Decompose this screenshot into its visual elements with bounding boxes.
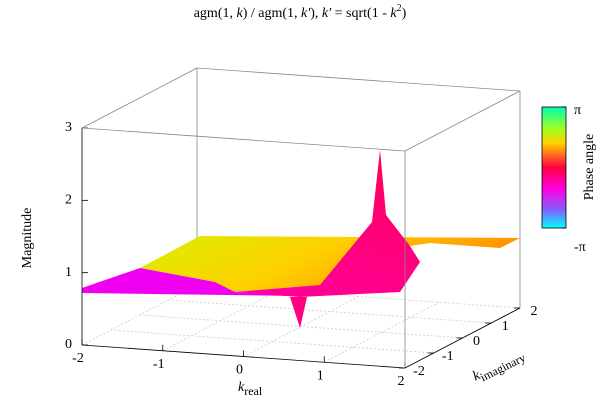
- z-tick-label: 1: [65, 265, 72, 280]
- grid-line: [324, 301, 440, 363]
- z-tick-label: 2: [65, 193, 72, 208]
- y-tick-label: 0: [473, 334, 480, 349]
- y-tick-label: -2: [413, 364, 425, 379]
- label-run: real: [244, 384, 263, 398]
- box-edge: [404, 90, 521, 152]
- label-run: k: [238, 380, 245, 395]
- box-edge: [196, 67, 521, 92]
- z-axis-label: Magnitude: [20, 208, 35, 269]
- box-edge: [81, 67, 198, 129]
- title-run: ),: [310, 6, 322, 21]
- title-run: = sqrt(1 -: [331, 6, 390, 21]
- surface: [82, 150, 520, 328]
- box-edge: [81, 344, 406, 369]
- box-edge: [404, 307, 521, 369]
- x-tick-label: 0: [236, 363, 243, 378]
- title-run: 2: [397, 3, 402, 14]
- surface-spike: [290, 297, 307, 328]
- title-run: ): [402, 6, 407, 21]
- chart-title: agm(1, k) / agm(1, k'), k' = sqrt(1 - k2…: [194, 3, 407, 21]
- z-tick-label: 0: [65, 337, 72, 352]
- x-tick-label: -2: [72, 351, 84, 366]
- z-tick-label: 3: [65, 120, 72, 135]
- colorbar-tick-label: π: [574, 103, 581, 118]
- colorbar-label: Phase angle: [582, 134, 597, 200]
- box-edge: [81, 127, 406, 152]
- x-axis-label: kreal: [238, 380, 263, 398]
- front-layer: -2 -1 0 1 2 -2 -1 0 1 2 0 1 2 3: [65, 90, 538, 389]
- title-run: k': [301, 6, 311, 21]
- grid-line: [139, 314, 463, 339]
- title-run: ) / agm(1,: [243, 6, 301, 21]
- x-tick-label: 2: [398, 374, 405, 389]
- y-tick-label: 2: [531, 304, 538, 319]
- surface-patch: [140, 236, 520, 292]
- colorbar-tick-label: -π: [574, 240, 586, 255]
- grid-line: [110, 329, 434, 354]
- surface-patch: [82, 268, 300, 296]
- label-run: imaginary: [478, 350, 528, 384]
- colorbar: [541, 106, 567, 229]
- y-axis-label: kimaginary: [471, 347, 528, 387]
- title-run: k: [236, 6, 243, 21]
- grid-line: [168, 299, 492, 324]
- title-run: k': [322, 6, 332, 21]
- surface-patch: [235, 150, 420, 297]
- y-tick-label: -1: [442, 349, 454, 364]
- x-tick-label: -1: [153, 357, 165, 372]
- x-tick-label: 1: [317, 368, 324, 383]
- title-run: k: [390, 6, 397, 21]
- y-tick-label: 1: [502, 319, 509, 334]
- title-run: agm(1,: [194, 6, 237, 21]
